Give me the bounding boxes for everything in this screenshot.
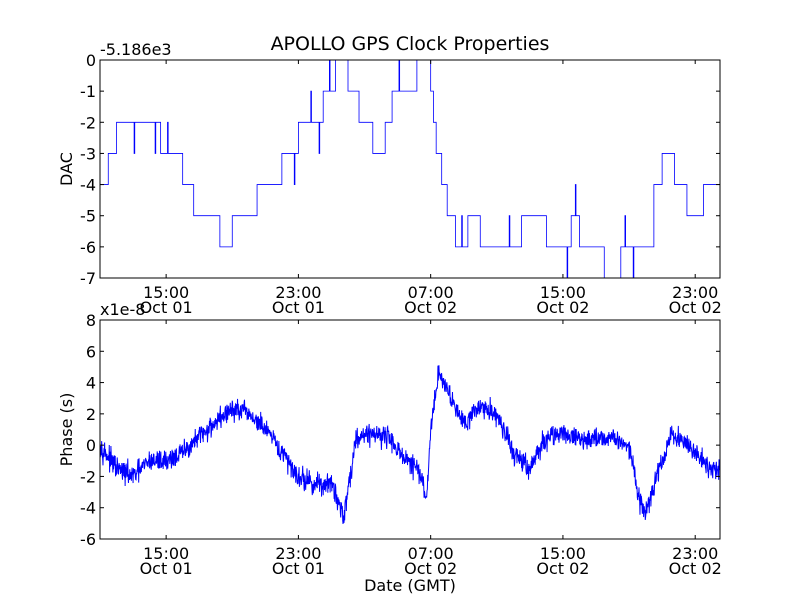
y-tick-label: -4 bbox=[80, 176, 96, 195]
y-tick-label: 8 bbox=[86, 311, 96, 330]
x-tick-label-date: Oct 02 bbox=[404, 298, 457, 317]
x-tick-label-time: 23:00 bbox=[672, 283, 718, 302]
x-tick-label-date: Oct 01 bbox=[140, 298, 193, 317]
y-tick-label: -2 bbox=[80, 113, 96, 132]
y-tick-label: -2 bbox=[80, 467, 96, 486]
y-tick-label: -6 bbox=[80, 238, 96, 257]
axes-frame bbox=[99, 319, 721, 540]
y-axis-label: Phase (s) bbox=[57, 393, 76, 467]
y-tick-label: 4 bbox=[86, 374, 96, 393]
y-tick-label: 0 bbox=[86, 51, 96, 70]
y-tick-label: 2 bbox=[86, 405, 96, 424]
x-tick-label-time: 07:00 bbox=[408, 544, 454, 563]
x-tick-label-date: Oct 02 bbox=[536, 298, 589, 317]
x-tick-label-time: 15:00 bbox=[540, 283, 586, 302]
x-tick-label-time: 23:00 bbox=[275, 544, 321, 563]
x-tick-label-date: Oct 01 bbox=[272, 559, 325, 578]
x-tick-label-date: Oct 02 bbox=[536, 559, 589, 578]
y-tick-label: -3 bbox=[80, 144, 96, 163]
chart-title: APOLLO GPS Clock Properties bbox=[271, 33, 550, 55]
y-tick-label: -4 bbox=[80, 499, 96, 518]
x-tick-label-time: 23:00 bbox=[275, 283, 321, 302]
series-line bbox=[100, 365, 720, 524]
offset-text: x1e-8 bbox=[100, 300, 145, 319]
y-tick-label: -5 bbox=[80, 207, 96, 226]
x-tick-label-time: 15:00 bbox=[143, 544, 189, 563]
x-tick-label-time: 07:00 bbox=[408, 283, 454, 302]
series-line bbox=[100, 60, 720, 278]
x-axis-label: Date (GMT) bbox=[364, 576, 456, 595]
x-tick-label-date: Oct 02 bbox=[669, 298, 722, 317]
x-tick-label-time: 15:00 bbox=[143, 283, 189, 302]
y-axis-label: DAC bbox=[57, 152, 76, 186]
y-tick-label: -7 bbox=[80, 269, 96, 288]
axes-frame bbox=[99, 59, 721, 279]
y-tick-label: 0 bbox=[86, 436, 96, 455]
x-tick-label-date: Oct 02 bbox=[404, 559, 457, 578]
y-tick-label: 6 bbox=[86, 342, 96, 361]
x-tick-label-date: Oct 02 bbox=[669, 559, 722, 578]
x-tick-label-date: Oct 01 bbox=[272, 298, 325, 317]
x-tick-label-date: Oct 01 bbox=[140, 559, 193, 578]
x-tick-label-time: 15:00 bbox=[540, 544, 586, 563]
x-tick-label-time: 23:00 bbox=[672, 544, 718, 563]
y-tick-label: -1 bbox=[80, 82, 96, 101]
offset-text: -5.186e3 bbox=[100, 40, 172, 59]
y-tick-label: -6 bbox=[80, 530, 96, 549]
